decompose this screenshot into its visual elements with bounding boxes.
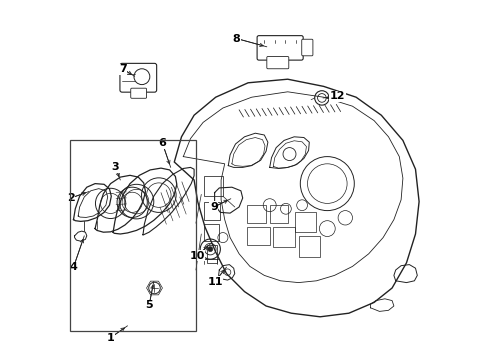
Text: 3: 3 (112, 162, 119, 172)
Text: 8: 8 (232, 33, 240, 44)
Bar (70, 140, 196, 331)
Text: 10: 10 (189, 251, 204, 261)
Circle shape (200, 239, 220, 259)
Text: 1: 1 (106, 333, 114, 343)
Text: 4: 4 (69, 262, 77, 272)
FancyBboxPatch shape (257, 36, 303, 60)
Text: 5: 5 (145, 300, 153, 310)
Text: 9: 9 (209, 202, 217, 212)
Circle shape (207, 247, 212, 252)
Text: 7: 7 (119, 64, 126, 74)
FancyBboxPatch shape (266, 57, 288, 69)
Circle shape (314, 91, 328, 105)
Text: 11: 11 (207, 276, 222, 287)
Text: 12: 12 (329, 91, 345, 102)
FancyBboxPatch shape (120, 63, 156, 92)
Text: 6: 6 (158, 138, 166, 148)
FancyBboxPatch shape (301, 39, 312, 56)
FancyBboxPatch shape (130, 88, 146, 98)
Text: 2: 2 (67, 193, 75, 203)
